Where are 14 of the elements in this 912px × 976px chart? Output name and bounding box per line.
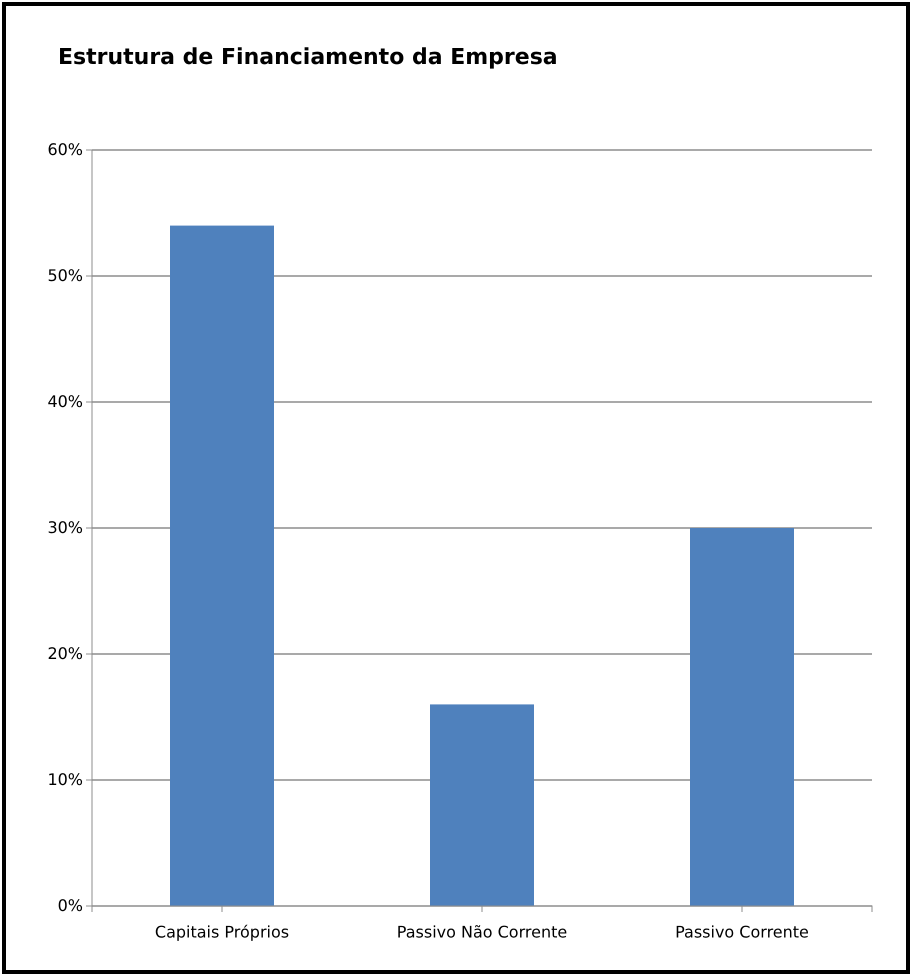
x-tick-label: Passivo Não Corrente [396,922,568,942]
y-tick-label: 50% [47,266,83,286]
bar [430,704,534,906]
x-tick-label: Passivo Corrente [675,922,809,942]
y-tick-label: 10% [47,770,83,790]
y-tick-label: 40% [47,392,83,412]
y-tick-label: 20% [47,644,83,664]
chart-title: Estrutura de Financiamento da Empresa [58,45,558,70]
y-tick-label: 60% [47,140,83,160]
y-tick-label: 0% [58,896,83,916]
x-tick-label: Capitais Próprios [154,922,290,942]
bar [170,226,274,906]
bar [690,528,794,906]
y-tick-label: 30% [47,518,83,538]
